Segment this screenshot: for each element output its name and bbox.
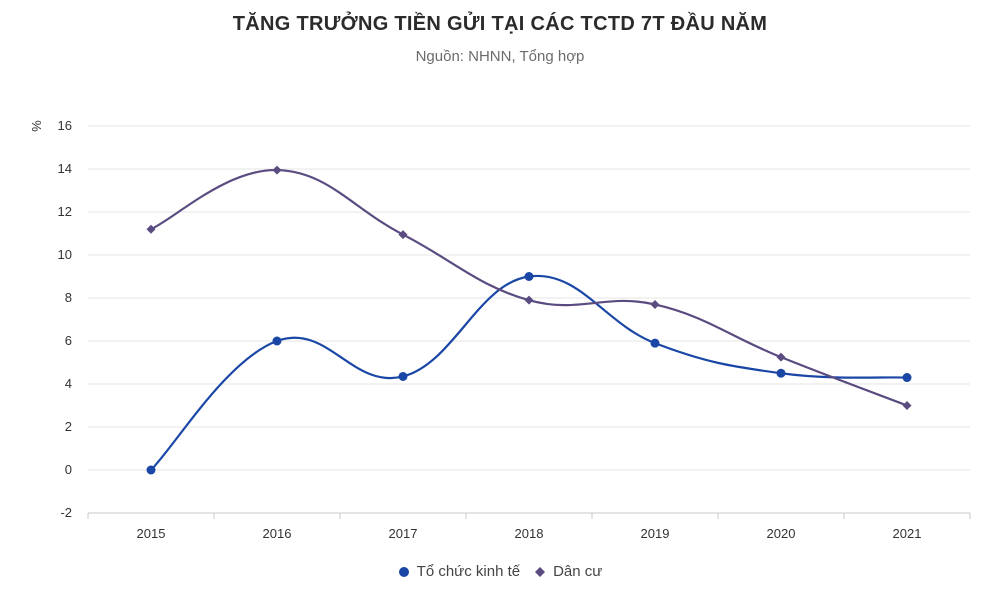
data-point-marker bbox=[902, 373, 912, 383]
data-point-marker bbox=[524, 272, 534, 281]
circle-marker-icon bbox=[398, 566, 409, 577]
legend-item-to-chuc-kinh-te[interactable]: Tổ chức kinh tế bbox=[398, 563, 520, 580]
y-tick-label: 12 bbox=[58, 204, 72, 219]
series-line bbox=[150, 274, 908, 471]
y-axis-label: % bbox=[29, 120, 44, 132]
data-point-marker bbox=[650, 299, 660, 309]
series-lines bbox=[150, 168, 908, 471]
data-point-marker bbox=[776, 368, 786, 378]
data-point-marker bbox=[902, 401, 912, 410]
x-tick-label: 2016 bbox=[263, 526, 292, 541]
y-tick-label: 8 bbox=[65, 290, 72, 305]
y-tick-label: -2 bbox=[60, 505, 72, 520]
chart-title: TĂNG TRƯỞNG TIỀN GỬI TẠI CÁC TCTD 7T ĐẦU… bbox=[232, 13, 768, 35]
y-tick-label: 0 bbox=[65, 462, 72, 477]
series-markers bbox=[146, 165, 912, 475]
diamond-marker-icon bbox=[535, 566, 546, 577]
data-point-marker bbox=[650, 338, 660, 348]
data-point-marker bbox=[272, 165, 282, 175]
line-chart: 16 14 12 10 8 6 4 2 0 -2% 2015 2016 2017 2018 2019 2020… bbox=[29, 118, 971, 541]
legend-label: Tổ chức kinh tế bbox=[416, 563, 521, 580]
y-tick-label: 10 bbox=[58, 247, 72, 262]
legend-item-dan-cu[interactable]: Dân cư bbox=[534, 563, 602, 580]
x-tick-label: 2018 bbox=[515, 526, 544, 541]
x-tick-label: 2020 bbox=[767, 526, 796, 541]
x-tick-label: 2021 bbox=[893, 526, 922, 541]
x-tick-label: 2017 bbox=[389, 526, 418, 541]
series-line bbox=[150, 168, 908, 407]
y-tick-label: 2 bbox=[65, 419, 72, 434]
data-point-marker bbox=[272, 336, 282, 346]
legend-label: Dân cư bbox=[553, 563, 603, 580]
y-tick-label: 14 bbox=[58, 161, 72, 176]
data-point-marker bbox=[398, 230, 408, 240]
axes: 16 14 12 10 8 6 4 2 0 -2% 2015 2016 2017 2018 2019 2020… bbox=[29, 118, 971, 541]
legend: Tổ chức kinh tế Dân cư bbox=[0, 563, 1000, 580]
data-point-marker bbox=[146, 224, 156, 234]
y-tick-label: 16 bbox=[58, 118, 72, 133]
data-point-marker bbox=[776, 352, 786, 362]
data-point-marker bbox=[398, 371, 408, 381]
y-tick-label: 4 bbox=[65, 376, 72, 391]
data-point-marker bbox=[524, 295, 534, 305]
chart-subtitle: Nguồn: NHNN, Tổng hợp bbox=[415, 48, 585, 65]
x-tick-label: 2015 bbox=[137, 526, 166, 541]
y-tick-label: 6 bbox=[65, 333, 72, 348]
data-point-marker bbox=[146, 465, 156, 475]
x-tick-label: 2019 bbox=[641, 526, 670, 541]
gridlines bbox=[88, 125, 970, 471]
